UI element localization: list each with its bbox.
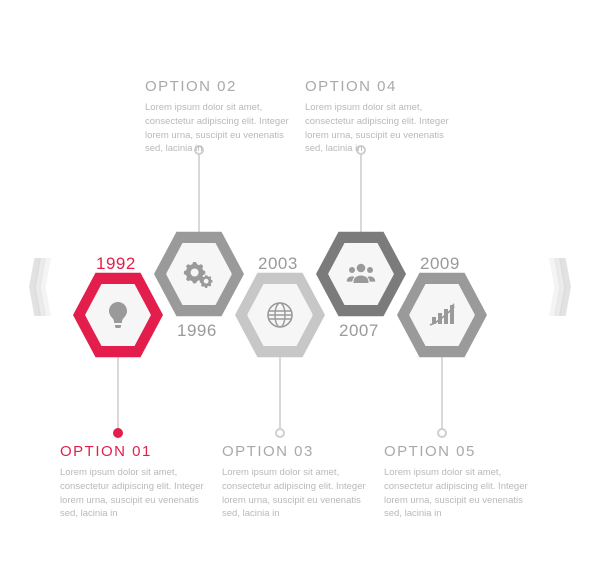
chart-icon [426,299,458,331]
option-body: Lorem ipsum dolor sit amet, consectetur … [222,466,367,521]
people-icon [345,258,377,290]
option-body: Lorem ipsum dolor sit amet, consectetur … [384,466,529,521]
hexagon-5 [397,276,487,354]
chevron-left [33,258,51,316]
option-body: Lorem ipsum dolor sit amet, consectetur … [145,101,290,156]
connector-dot-3 [275,428,285,438]
connector-dot-5 [437,428,447,438]
hexagon-4 [316,235,406,313]
chevron-right [549,258,567,316]
gears-icon [183,258,215,290]
infographic-stage: { "type": "infographic-timeline-hexagons… [0,0,600,575]
connector-3 [279,352,281,435]
connector-2 [198,150,200,237]
year-label-5: 2009 [420,254,460,274]
option-title: OPTION 04 [305,78,450,95]
option-block-5: OPTION 05 Lorem ipsum dolor sit amet, co… [384,443,529,521]
option-block-2: OPTION 02 Lorem ipsum dolor sit amet, co… [145,78,290,156]
option-title: OPTION 05 [384,443,529,460]
connector-1 [117,352,119,435]
option-block-3: OPTION 03 Lorem ipsum dolor sit amet, co… [222,443,367,521]
hexagon-1 [73,276,163,354]
option-body: Lorem ipsum dolor sit amet, consectetur … [60,466,205,521]
option-title: OPTION 02 [145,78,290,95]
connector-dot-1 [113,428,123,438]
bulb-icon [102,299,134,331]
connector-5 [441,352,443,435]
year-label-3: 2003 [258,254,298,274]
option-block-1: OPTION 01 Lorem ipsum dolor sit amet, co… [60,443,205,521]
year-label-4: 2007 [339,321,379,341]
option-title: OPTION 01 [60,443,205,460]
option-body: Lorem ipsum dolor sit amet, consectetur … [305,101,450,156]
globe-icon [264,299,296,331]
hexagon-3 [235,276,325,354]
year-label-1: 1992 [96,254,136,274]
option-block-4: OPTION 04 Lorem ipsum dolor sit amet, co… [305,78,450,156]
option-title: OPTION 03 [222,443,367,460]
hexagon-2 [154,235,244,313]
connector-4 [360,150,362,237]
year-label-2: 1996 [177,321,217,341]
